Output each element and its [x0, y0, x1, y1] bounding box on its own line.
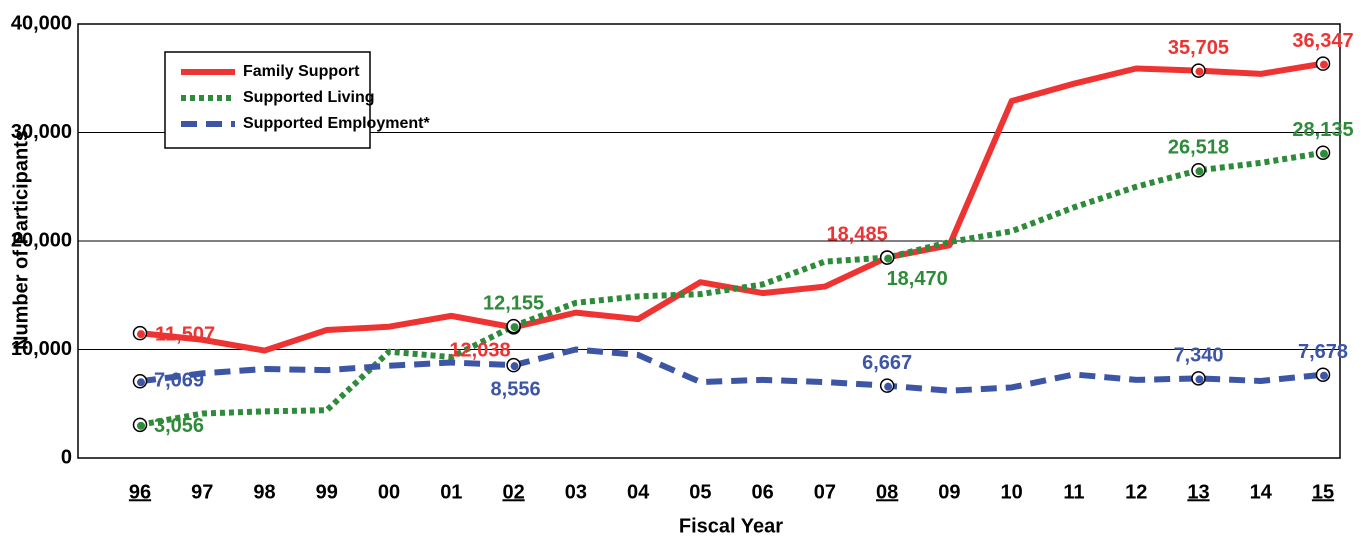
point-marker-fill	[137, 421, 145, 430]
x-tick-label: 14	[1250, 481, 1273, 503]
data-label: 7,340	[1173, 345, 1223, 367]
x-tick-label: 03	[565, 481, 587, 503]
point-marker-fill	[137, 378, 145, 387]
x-tick-label: 12	[1125, 481, 1147, 503]
y-axis-title: Number of Participants	[10, 130, 32, 350]
legend-label: Supported Living	[243, 89, 375, 106]
y-tick-label: 30,000	[11, 121, 72, 143]
point-marker-fill	[1320, 60, 1328, 69]
x-tick-label: 96	[129, 481, 151, 503]
x-tick-label: 99	[316, 481, 338, 503]
x-tick-label: 10	[1001, 481, 1023, 503]
point-marker-fill	[1320, 149, 1328, 158]
y-tick-label: 40,000	[11, 12, 72, 34]
data-label: 26,518	[1168, 137, 1229, 159]
x-tick-label: 07	[814, 481, 836, 503]
data-label: 11,507	[155, 323, 215, 345]
data-label: 36,347	[1292, 30, 1353, 52]
y-tick-label: 10,000	[11, 338, 72, 360]
x-tick-label: 97	[191, 481, 213, 503]
data-label: 6,667	[862, 352, 912, 374]
point-marker-fill	[510, 323, 519, 332]
data-label: 12,038	[449, 340, 510, 362]
x-tick-label: 05	[689, 481, 711, 503]
y-tick-label: 20,000	[11, 229, 72, 251]
x-tick-label: 98	[253, 481, 275, 503]
point-marker-fill	[137, 330, 145, 339]
data-label: 7,069	[154, 370, 204, 392]
x-tick-label: 06	[752, 481, 774, 503]
x-axis-title: Fiscal Year	[679, 515, 783, 537]
data-label: 18,485	[827, 224, 888, 246]
x-tick-label: 00	[378, 481, 400, 503]
series-line	[139, 149, 1324, 428]
x-tick-label: 01	[440, 481, 462, 503]
x-tick-label: 02	[502, 481, 524, 503]
point-marker-fill	[1195, 167, 1204, 176]
data-label: 8,556	[491, 378, 541, 400]
point-marker-fill	[1195, 375, 1204, 384]
point-marker-fill	[1195, 67, 1204, 76]
x-tick-label: 08	[876, 481, 898, 503]
data-label: 28,135	[1292, 119, 1353, 141]
legend-label: Family Support	[243, 63, 360, 80]
point-marker-fill	[884, 254, 893, 263]
y-tick-label: 0	[61, 446, 72, 468]
series-line	[139, 346, 1324, 394]
x-tick-label: 11	[1063, 481, 1084, 503]
point-marker-fill	[1320, 371, 1328, 380]
x-tick-label: 15	[1312, 481, 1334, 503]
series-line	[139, 60, 1324, 354]
x-tick-label: 04	[627, 481, 650, 503]
legend-label: Supported Employment*	[243, 115, 430, 132]
point-marker-fill	[510, 362, 519, 371]
x-tick-label: 09	[938, 481, 960, 503]
data-label: 7,678	[1298, 341, 1348, 363]
x-tick-label: 13	[1187, 481, 1209, 503]
data-label: 3,056	[154, 415, 204, 437]
data-label: 35,705	[1168, 37, 1229, 59]
point-marker-fill	[884, 382, 893, 391]
data-label: 12,155	[483, 292, 544, 314]
data-label: 18,470	[887, 268, 948, 290]
